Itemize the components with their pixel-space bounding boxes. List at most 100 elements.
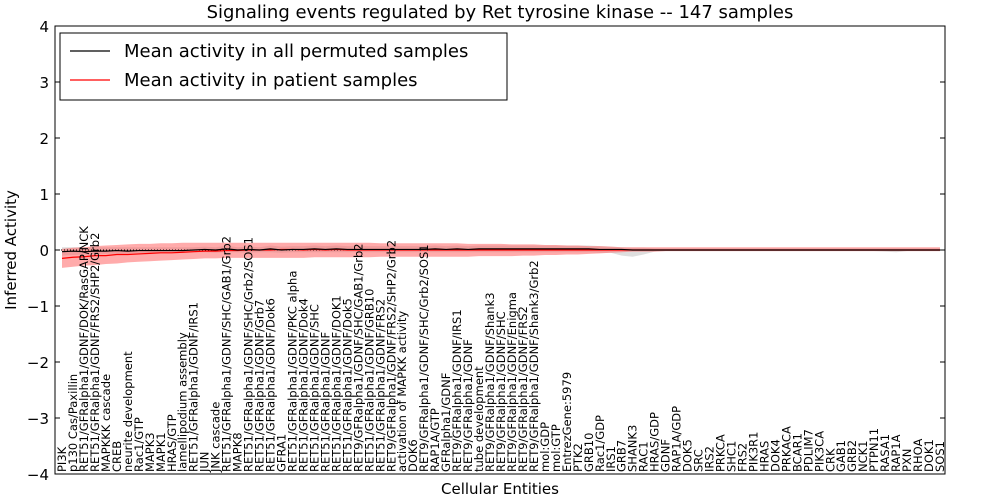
legend: Mean activity in all permuted samples Me… bbox=[59, 32, 508, 101]
x-tick-label: RET51/GFRalpha1/GDNF/FRS2 bbox=[373, 299, 387, 472]
y-tick-label: −4 bbox=[27, 466, 49, 484]
x-tick-label: activation of MAPKK activity bbox=[395, 311, 409, 472]
x-tick-label: SHANK3 bbox=[626, 425, 640, 472]
x-tick-label: RET51/GFRalpha1/GDNF/GRB10 bbox=[362, 289, 376, 472]
x-tick-label: HRAS bbox=[757, 441, 771, 472]
x-tick-label: RET51/GFRalpha1/GDNF/PKC alpha bbox=[285, 271, 299, 472]
legend-box bbox=[59, 32, 508, 101]
x-tick-label: GFRA1 bbox=[275, 434, 289, 472]
x-tick-label: RET9/GFRalpha1/GDNF/Shank3/Grb2 bbox=[527, 260, 541, 472]
x-tick-label: PIK3R1 bbox=[746, 431, 760, 472]
x-tick-label: NCK1 bbox=[856, 440, 870, 472]
legend-label-patient: Mean activity in patient samples bbox=[124, 70, 418, 91]
x-tick-label: RET51/GFRalpha1/GDNF/Grb7 bbox=[253, 300, 267, 472]
x-axis-label: Cellular Entities bbox=[441, 480, 559, 498]
x-tick-label: PTK2 bbox=[571, 443, 585, 472]
x-tick-label: PRKACA bbox=[779, 426, 793, 472]
x-tick-label: p130 Cas/Paxillin bbox=[66, 374, 80, 472]
x-tick-label: DOK5 bbox=[681, 439, 695, 472]
x-tick-label: CREB bbox=[110, 441, 124, 472]
x-tick-label: JUN bbox=[198, 452, 212, 473]
y-tick-label: 0 bbox=[39, 242, 49, 260]
y-tick-label: 1 bbox=[39, 186, 49, 204]
x-tick-label: RET9/GFRalpha1/GDNF/FRS2/SHP2/Grb2 bbox=[384, 240, 398, 472]
x-tick-label: mol:GDP bbox=[538, 422, 552, 472]
x-tick-label: MAPKKK cascade bbox=[99, 374, 113, 472]
y-axis-label: Inferred Activity bbox=[2, 190, 20, 310]
x-tick-label: GAB1 bbox=[834, 440, 848, 472]
x-tick-label: CRK bbox=[823, 448, 837, 472]
x-tick-label: PRKCA bbox=[714, 434, 728, 472]
x-tick-label: RAC1 bbox=[637, 441, 651, 472]
x-tick-label: GFRalpha1/GDNF bbox=[439, 373, 453, 472]
x-tick-label: PDLIM7 bbox=[801, 429, 815, 472]
x-tick-label: RET9/GFRalpha1/GDNF/IRS1 bbox=[450, 309, 464, 472]
x-tick-label: SRC bbox=[692, 449, 706, 472]
x-tick-label: tube development bbox=[472, 366, 486, 472]
x-tick-label: DOK6 bbox=[406, 439, 420, 472]
x-tick-label: RHOA bbox=[911, 439, 925, 472]
y-tick-label: 2 bbox=[39, 130, 49, 148]
x-tick-label: RET9/GFRalpha1/GDNF/Enigma bbox=[505, 292, 519, 472]
x-tick-label: RET51/GFRalpha1/GDNF/DOK/RasGAP/NCK bbox=[77, 226, 91, 472]
x-tick-label: RASA1 bbox=[878, 434, 892, 472]
x-tick-label: RET9/GFRalpha1/GDNF bbox=[461, 339, 475, 472]
x-tick-label: RET51/GFRalpha1/GDNF/SHC/Grb2/SOS1 bbox=[242, 237, 256, 472]
legend-label-permuted: Mean activity in all permuted samples bbox=[124, 41, 468, 62]
x-tick-label: RET51/GFRalpha1/GDNF/Dok5 bbox=[340, 298, 354, 472]
x-tick-label: EntrezGene:5979 bbox=[560, 372, 574, 472]
x-tick-label: SHC1 bbox=[724, 441, 738, 472]
y-tick-label: −3 bbox=[27, 410, 49, 428]
x-tick-label: RET51/GFRalpha1/GDNF bbox=[318, 332, 332, 472]
x-tick-label: PIK3CA bbox=[812, 431, 826, 472]
y-tick-label: 3 bbox=[39, 74, 49, 92]
x-tick-label: FRS2 bbox=[735, 443, 749, 472]
series-line-permuted bbox=[61, 248, 940, 253]
x-tick-label: MAPK8 bbox=[231, 432, 245, 472]
x-tick-label: mol:GTP bbox=[549, 424, 563, 472]
x-tick-label: neurite development bbox=[121, 351, 135, 472]
x-tick-label: RET51/GFRalpha1/GDNF/SHC bbox=[307, 304, 321, 472]
x-tick-label: PXN bbox=[900, 449, 914, 472]
x-tick-label: RET51/GFRalpha1/GDNF/Dok4 bbox=[296, 298, 310, 472]
x-tick-label: MAPK3 bbox=[143, 432, 157, 472]
x-tick-label: Rac1/GDP bbox=[593, 415, 607, 472]
x-tick-label: RET9/GFRalpha1/GDNF/Shank3 bbox=[483, 292, 497, 472]
x-tick-label: RET51/GFRalpha1/GDNF/IRS1 bbox=[187, 302, 201, 472]
x-tick-label: RAP1A/GDP bbox=[670, 406, 684, 472]
x-tick-label: HRAS/GTP bbox=[165, 414, 179, 472]
x-tick-label: GRB2 bbox=[845, 440, 859, 472]
x-tick-label: HRAS/GDP bbox=[648, 412, 662, 472]
y-tick-label: −2 bbox=[27, 354, 49, 372]
x-tick-label: JNK cascade bbox=[209, 402, 223, 473]
x-tick-label: MAPK1 bbox=[154, 432, 168, 472]
x-tick-label: RET9/GFRalpha1/GDNF/SHC bbox=[494, 311, 508, 472]
x-tick-label: RET9/GFRalpha1/GDNF/FRS2 bbox=[516, 306, 530, 472]
series-lines bbox=[61, 248, 940, 259]
x-tick-label: RET51/GFRalpha1/GDNF/SHC/GAB1/Grb2 bbox=[220, 236, 234, 472]
y-tick-label: 4 bbox=[39, 18, 49, 36]
x-tick-label: SOS1 bbox=[933, 441, 947, 472]
x-tick-label: IRS2 bbox=[703, 446, 717, 472]
x-tick-label: RET9/GFRalpha1/GDNF/SHC/GAB1/Grb2 bbox=[351, 243, 365, 472]
x-tick-label: RAP1A bbox=[889, 434, 903, 472]
x-tick-label: PI3K bbox=[55, 446, 69, 472]
y-axis: 4 3 2 1 0 −1 −2 −3 −4 bbox=[27, 18, 945, 484]
x-tick-label: Rac1/GTP bbox=[132, 417, 146, 472]
x-tick-label: PTPN11 bbox=[867, 428, 881, 472]
x-tick-label: GDNF bbox=[659, 439, 673, 472]
x-tick-label: RET51/GFRalpha1/GDNF/FRS2/SHP2/Grb2 bbox=[88, 233, 102, 472]
x-tick-label: GRB10 bbox=[582, 433, 596, 472]
x-tick-label: DOK4 bbox=[768, 439, 782, 472]
chart-title: Signaling events regulated by Ret tyrosi… bbox=[207, 2, 794, 23]
x-tick-label: lamellipodium assembly bbox=[176, 332, 190, 472]
x-tick-label: BCAR1 bbox=[790, 433, 804, 472]
x-tick-label: GRB7 bbox=[615, 440, 629, 472]
x-tick-label: IRS1 bbox=[604, 446, 618, 472]
x-tick-label: RET51/GFRalpha1/GDNF/Dok6 bbox=[264, 298, 278, 472]
x-tick-label: RET9/GFRalpha1/GDNF/SHC/Grb2/SOS1 bbox=[417, 244, 431, 472]
x-tick-label: DOK1 bbox=[922, 439, 936, 472]
x-tick-label: RET51/GFRalpha1/GDNF/DOK1 bbox=[329, 295, 343, 472]
